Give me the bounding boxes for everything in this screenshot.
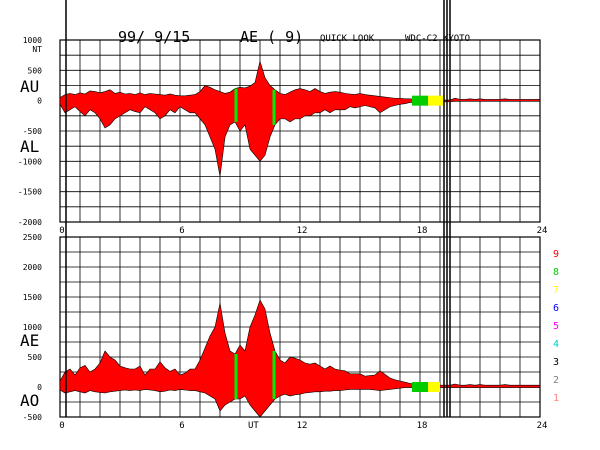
y-tick-label: 1500 bbox=[23, 293, 42, 302]
x-tick-label: 18 bbox=[417, 421, 428, 431]
y-tick-label: 0 bbox=[37, 97, 42, 106]
grid-layer bbox=[59, 39, 541, 418]
activity-flag-segment bbox=[412, 95, 428, 106]
activity-level-8: 8 bbox=[553, 267, 559, 278]
activity-flag-segment bbox=[428, 95, 444, 106]
y-tick-label: -1000 bbox=[18, 157, 42, 166]
series-envelope-area bbox=[59, 299, 541, 418]
activity-level-1: 1 bbox=[553, 393, 559, 404]
data-layer bbox=[59, 0, 541, 418]
y-tick-label: -500 bbox=[23, 127, 42, 136]
panel-frame bbox=[59, 39, 541, 223]
activity-level-3: 3 bbox=[553, 357, 559, 368]
series-label-ao: AO bbox=[20, 391, 39, 410]
y-tick-label: 1000 bbox=[23, 36, 42, 45]
y-tick-label: 2000 bbox=[23, 263, 42, 272]
header-source: WDC-C2 KYOTO bbox=[405, 34, 470, 44]
y-tick-label: -500 bbox=[23, 413, 42, 422]
series-label-au: AU bbox=[20, 77, 39, 96]
activity-level-4: 4 bbox=[553, 339, 559, 350]
y-tick-label: 0 bbox=[37, 383, 42, 392]
x-tick-label: 0 bbox=[59, 226, 64, 236]
x-tick-label: 18 bbox=[417, 226, 428, 236]
y-tick-label: 500 bbox=[28, 353, 43, 362]
x-tick-label: 24 bbox=[537, 421, 548, 431]
activity-flag-segment bbox=[412, 382, 428, 392]
header-index: AE ( 9) bbox=[240, 28, 303, 46]
activity-level-5: 5 bbox=[553, 321, 559, 332]
y-tick-label: -1500 bbox=[18, 188, 42, 197]
activity-level-2: 2 bbox=[553, 375, 559, 386]
unit-label: NT bbox=[32, 45, 42, 54]
series-label-ae: AE bbox=[20, 331, 39, 350]
y-tick-label: 2500 bbox=[23, 233, 42, 242]
series-label-al: AL bbox=[20, 137, 39, 156]
activity-level-9: 9 bbox=[553, 249, 559, 260]
x-tick-label: 12 bbox=[297, 226, 308, 236]
activity-flag-segment bbox=[428, 382, 440, 392]
activity-level-7: 7 bbox=[553, 285, 559, 296]
y-tick-label: 500 bbox=[28, 66, 43, 75]
y-tick-label: -2000 bbox=[18, 218, 42, 227]
x-tick-label: 6 bbox=[179, 226, 184, 236]
x-tick-label: 6 bbox=[179, 421, 184, 431]
panel-frame bbox=[59, 236, 541, 418]
x-tick-label: 12 bbox=[297, 421, 308, 431]
series-envelope-area bbox=[59, 60, 541, 177]
x-axis-label: UT bbox=[248, 421, 259, 431]
x-tick-label: 24 bbox=[537, 226, 548, 236]
header-mode: QUICK LOOK bbox=[320, 34, 375, 44]
activity-level-6: 6 bbox=[553, 303, 559, 314]
y-tick-label: 1000 bbox=[23, 323, 42, 332]
header-date: 99/ 9/15 bbox=[118, 28, 190, 46]
x-tick-label: 0 bbox=[59, 421, 64, 431]
